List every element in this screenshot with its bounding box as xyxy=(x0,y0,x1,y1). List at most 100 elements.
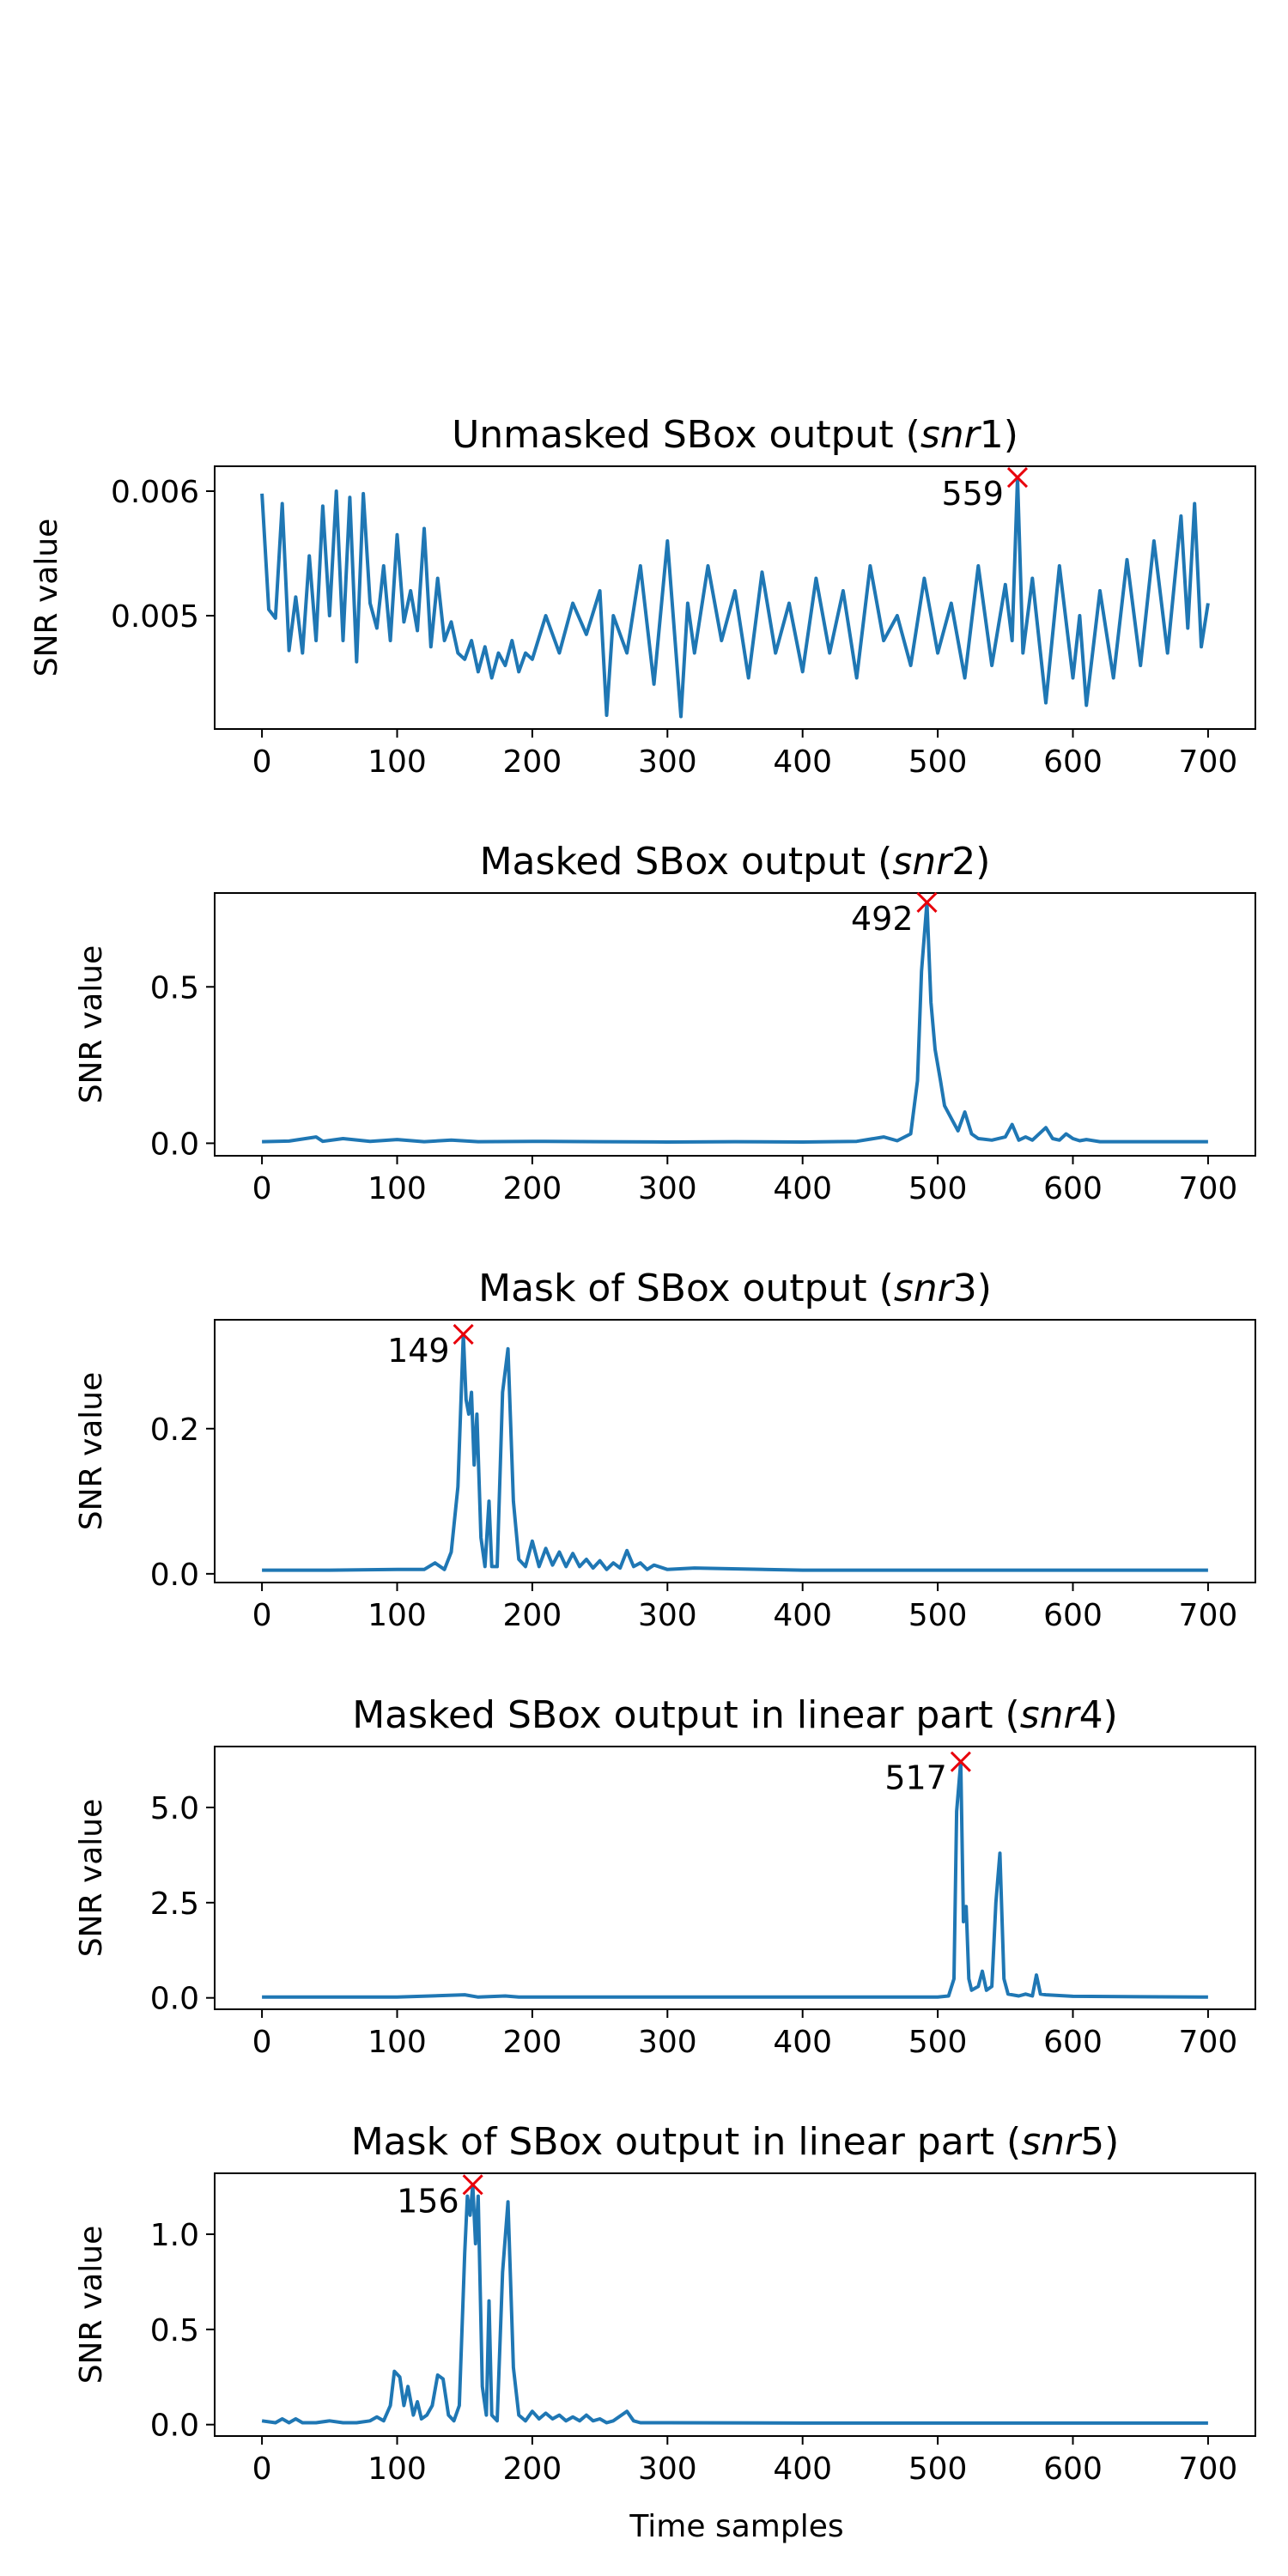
y-tick-label: 0.0 xyxy=(150,1558,199,1593)
y-axis-label: SNR value xyxy=(74,1799,109,1958)
snr-series-line xyxy=(261,2183,1208,2425)
y-tick-label: 0.005 xyxy=(111,599,199,635)
title-part-title_main: Unmasked SBox output ( xyxy=(452,413,920,457)
y-tick-label: 2.5 xyxy=(150,1886,199,1922)
y-axis-label: SNR value xyxy=(74,1372,109,1531)
title-part-title_end: ) xyxy=(975,840,990,884)
axes-frame xyxy=(214,1319,1256,1583)
subplot-title: Mask of SBox output (snr3) xyxy=(478,1267,992,1310)
subplot-title: Masked SBox output in linear part (snr4) xyxy=(352,1693,1118,1737)
title-part-title_main: Masked SBox output in linear part ( xyxy=(352,1693,1020,1737)
axes-frame xyxy=(214,1746,1256,2010)
subplot-title: Mask of SBox output in linear part (snr5… xyxy=(351,2120,1120,2164)
x-tick-label: 100 xyxy=(368,1171,427,1206)
peak-marker xyxy=(1006,466,1029,489)
x-tick-label: 0 xyxy=(252,744,272,780)
x-tick-label: 400 xyxy=(773,1598,832,1633)
x-tick-label: 100 xyxy=(368,1598,427,1633)
x-tick-label: 100 xyxy=(368,2025,427,2060)
y-axis-label: SNR value xyxy=(74,2226,109,2385)
x-tick-label: 300 xyxy=(638,1171,697,1206)
title-part-title_var: snr xyxy=(892,840,954,884)
title-part-title_num: 5 xyxy=(1080,2120,1104,2164)
peak-annotation: 149 xyxy=(387,1332,450,1370)
snr-series-line xyxy=(262,1759,1208,1999)
y-tick-label: 0.5 xyxy=(150,970,199,1005)
x-tick-label: 400 xyxy=(773,744,832,780)
title-part-title_main: Mask of SBox output ( xyxy=(478,1267,894,1310)
x-tick-label: 500 xyxy=(908,2025,968,2060)
x-tick-label: 0 xyxy=(252,2025,272,2060)
x-tick-label: 200 xyxy=(503,744,562,780)
x-tick-label: 700 xyxy=(1179,2025,1238,2060)
x-tick-label: 0 xyxy=(252,2451,272,2487)
title-part-title_main: Mask of SBox output in linear part ( xyxy=(351,2120,1021,2164)
x-tick-label: 300 xyxy=(638,1598,697,1633)
x-tick-label: 100 xyxy=(368,2451,427,2487)
title-part-title_num: 4 xyxy=(1079,1693,1103,1737)
x-tick-label: 400 xyxy=(773,2025,832,2060)
x-tick-label: 600 xyxy=(1043,1171,1103,1206)
x-tick-label: 300 xyxy=(638,744,697,780)
title-part-title_var: snr xyxy=(1020,1693,1082,1737)
x-tick-label: 700 xyxy=(1179,1171,1238,1206)
subplot-3: Mask of SBox output (snr3) 0 100 200 300 400 5… xyxy=(74,1267,1256,1633)
peak-annotation: 156 xyxy=(397,2182,459,2220)
peak-marker xyxy=(462,2174,483,2196)
axes-frame xyxy=(214,892,1256,1157)
x-tick-label: 700 xyxy=(1179,2451,1238,2487)
y-tick-label: 0.0 xyxy=(150,1982,199,2017)
y-tick-label: 1.0 xyxy=(150,2218,199,2253)
y-tick-label: 0.5 xyxy=(150,2313,199,2348)
axes-frame xyxy=(214,465,1256,730)
title-part-title_var: snr xyxy=(920,413,982,457)
y-tick-label: 0.0 xyxy=(150,1127,199,1162)
x-tick-label: 300 xyxy=(638,2451,697,2487)
x-tick-label: 200 xyxy=(503,2451,562,2487)
subplot-title: Unmasked SBox output (snr1) xyxy=(452,413,1018,457)
peak-marker xyxy=(950,1751,971,1772)
x-tick-label: 400 xyxy=(773,1171,832,1206)
snr-series-line xyxy=(262,1332,1208,1572)
peak-annotation: 517 xyxy=(884,1759,947,1797)
y-tick-label: 5.0 xyxy=(150,1791,199,1826)
y-axis-label: SNR value xyxy=(29,519,64,677)
x-tick-label: 500 xyxy=(908,1171,968,1206)
peak-annotation: 492 xyxy=(851,900,914,938)
title-part-title_num: 2 xyxy=(951,840,975,884)
x-tick-label: 500 xyxy=(908,1598,968,1633)
x-tick-label: 0 xyxy=(252,1171,272,1206)
subplot-title: Masked SBox output (snr2) xyxy=(480,840,991,884)
y-tick-label: 0.2 xyxy=(150,1413,199,1448)
title-part-title_num: 1 xyxy=(980,413,1004,457)
x-tick-label: 700 xyxy=(1179,744,1238,780)
title-part-title_var: snr xyxy=(894,1267,956,1310)
x-tick-label: 400 xyxy=(773,2451,832,2487)
snr-series-line xyxy=(262,900,1208,1144)
y-tick-label: 0.006 xyxy=(111,475,199,510)
x-tick-label: 600 xyxy=(1043,2025,1103,2060)
x-tick-label: 300 xyxy=(638,2025,697,2060)
x-tick-label: 500 xyxy=(908,2451,968,2487)
subplots-group: Unmasked SBox output (snr1)0 100 200 300 400… xyxy=(29,413,1256,2487)
subplot-1: Unmasked SBox output (snr1) 0 100 200 300 400… xyxy=(29,413,1256,780)
x-tick-label: 200 xyxy=(503,1598,562,1633)
title-part-title_end: ) xyxy=(1004,413,1018,457)
x-tick-label: 600 xyxy=(1043,744,1103,780)
peak-marker xyxy=(916,891,938,913)
title-part-title_end: ) xyxy=(1103,1693,1118,1737)
peak-marker xyxy=(453,1323,474,1345)
x-tick-label: 200 xyxy=(503,1171,562,1206)
axes-frame xyxy=(214,2172,1256,2437)
title-part-title_var: snr xyxy=(1021,2120,1083,2164)
x-axis-label: Time samples xyxy=(629,2509,843,2544)
y-axis-label: SNR value xyxy=(74,945,109,1104)
x-tick-label: 100 xyxy=(368,744,427,780)
title-part-title_main: Masked SBox output ( xyxy=(480,840,893,884)
x-tick-label: 600 xyxy=(1043,1598,1103,1633)
snr-series-line xyxy=(260,476,1210,719)
subplot-5: Mask of SBox output in linear part (snr5… xyxy=(74,2120,1256,2487)
x-tick-label: 700 xyxy=(1179,1598,1238,1633)
y-tick-label: 0.0 xyxy=(150,2409,199,2444)
